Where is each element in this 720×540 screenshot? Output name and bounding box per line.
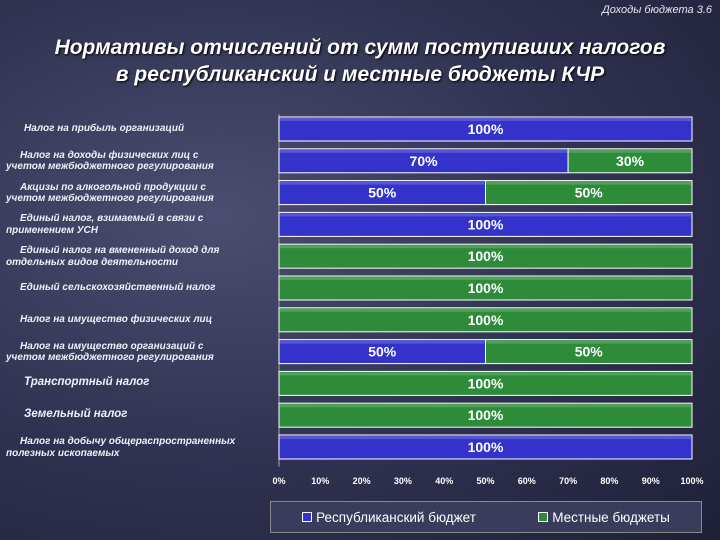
bar-data-label: 100%	[468, 248, 504, 264]
bar-highlight	[280, 372, 691, 376]
bar-data-label: 100%	[468, 375, 504, 391]
x-tick-label: 60%	[518, 476, 536, 486]
bar-highlight	[280, 436, 691, 439]
bar-segment-local	[485, 180, 693, 206]
title-line-1: Нормативы отчислений от сумм поступивших…	[54, 36, 666, 59]
category-label: Налог на имущество физических лиц	[20, 314, 212, 326]
category-label: Единый сельскохозяйственный налог	[20, 282, 215, 294]
category-label: Транспортный налог	[24, 377, 149, 389]
category-label-line: применением УСН	[6, 224, 98, 236]
bar-segment-local	[278, 243, 693, 269]
bar-segment-local	[278, 307, 693, 333]
bar-highlight	[280, 181, 485, 185]
category-label-line: учетом межбюджетного регулирования	[6, 161, 214, 173]
category-label: Акцизы по алкогольной продукции с учетом …	[6, 182, 214, 205]
category-label: Налог на имущество организаций с учетом м…	[6, 341, 214, 364]
legend-swatch-local	[538, 512, 549, 522]
bar-data-label: 100%	[468, 439, 504, 455]
category-label-line: полезных ископаемых	[6, 447, 120, 459]
bar-data-label: 70%	[410, 153, 439, 169]
bar-data-label: 50%	[575, 185, 604, 201]
category-label-line: Налог на имущество физических лиц	[20, 313, 213, 325]
bar-highlight	[280, 404, 691, 408]
legend-item-local: Местные бюджеты	[538, 510, 670, 525]
bar-data-label: 50%	[575, 344, 604, 360]
bar-highlight	[280, 277, 691, 280]
category-label-line: Налог на доходы физических лиц с	[20, 149, 199, 161]
chart-legend: Республиканский бюджет Местные бюджеты	[270, 501, 702, 533]
category-label-line: Земельный налог	[24, 408, 128, 421]
bar-data-label: 100%	[468, 312, 504, 328]
category-label-line: Единый налог на вмененный доход для	[20, 245, 220, 257]
bar-highlight	[280, 149, 568, 153]
bar-segment-local	[278, 275, 693, 301]
bar-data-label: 100%	[468, 121, 504, 137]
bar-data-label: 100%	[468, 216, 504, 232]
category-label-line: Налог на добычу общераспространенных	[20, 436, 236, 447]
category-label-line: Единый налог, взимаемый в связи с	[20, 213, 204, 225]
category-label: Земельный налог	[24, 409, 127, 421]
category-label-line: Акцизы по алкогольной продукции с	[20, 181, 206, 193]
legend-item-republic: Республиканский бюджет	[302, 510, 476, 525]
bar-highlight	[569, 149, 691, 153]
title-line-2: в республиканский и местные бюджеты КЧР	[115, 63, 605, 86]
category-label-line: Налог на имущество организаций с	[20, 340, 204, 352]
legend-swatch-republic	[302, 512, 313, 522]
bar-highlight	[280, 213, 691, 217]
page-title: Нормативы отчислений от сумм поступивших…	[0, 34, 720, 88]
bar-segment-republic	[278, 116, 693, 142]
x-tick-label: 50%	[476, 476, 494, 486]
bar-segment-republic	[278, 434, 693, 460]
slide-corner-label: Доходы бюджета 3.6	[602, 4, 712, 16]
legend-label-republic: Республиканский бюджет	[316, 509, 476, 525]
bar-segment-local	[567, 148, 693, 174]
bar-segment-republic	[278, 211, 693, 237]
category-label-line: отдельных видов деятельности	[6, 256, 179, 268]
stacked-bar-chart: 100% 70% 30% 50% 50% 100% 100% 100% 100% 50% 50% 10…	[272, 114, 703, 486]
category-label: Налог на добычу общераспространенных поле…	[6, 436, 235, 459]
bar-highlight	[486, 181, 691, 185]
bar-segment-republic	[278, 180, 486, 206]
category-label: Единый налог на вмененный доход для отдел…	[6, 245, 219, 268]
x-tick-label: 80%	[600, 476, 618, 486]
bar-segment-local	[278, 370, 693, 396]
x-tick-label: 20%	[353, 476, 371, 486]
x-tick-label: 100%	[680, 476, 703, 486]
category-label-line: учетом межбюджетного регулирования	[6, 193, 214, 205]
legend-label-local: Местные бюджеты	[552, 509, 670, 525]
bar-data-label: 30%	[616, 153, 645, 169]
bar-data-label: 100%	[468, 407, 504, 423]
bar-segment-local	[485, 339, 693, 365]
category-label: Налог на прибыль организаций	[24, 123, 184, 135]
category-label: Налог на доходы физических лиц с учетом м…	[6, 150, 214, 173]
bar-segment-republic	[278, 148, 569, 174]
bar-highlight	[486, 340, 691, 344]
x-tick-label: 0%	[272, 476, 285, 486]
category-label-line: Налог на прибыль организаций	[24, 123, 185, 134]
category-label: Единый налог, взимаемый в связи с примене…	[6, 213, 203, 236]
category-label-line: учетом межбюджетного регулирования	[6, 352, 214, 364]
category-label-line: Транспортный налог	[24, 376, 150, 389]
bar-segment-local	[278, 402, 693, 428]
bar-highlight	[280, 118, 691, 121]
bar-highlight	[280, 245, 691, 249]
x-tick-label: 70%	[559, 476, 577, 486]
bar-data-label: 100%	[468, 280, 504, 296]
bar-highlight	[280, 308, 691, 312]
bar-segment-republic	[278, 339, 486, 365]
bar-highlight	[280, 340, 485, 344]
x-tick-label: 40%	[435, 476, 453, 486]
x-tick-label: 10%	[311, 476, 329, 486]
category-label-line: Единый сельскохозяйственный налог	[20, 282, 216, 293]
bar-data-label: 50%	[368, 185, 397, 201]
bar-data-label: 50%	[368, 344, 397, 360]
x-tick-label: 90%	[642, 476, 660, 486]
x-tick-label: 30%	[394, 476, 412, 486]
